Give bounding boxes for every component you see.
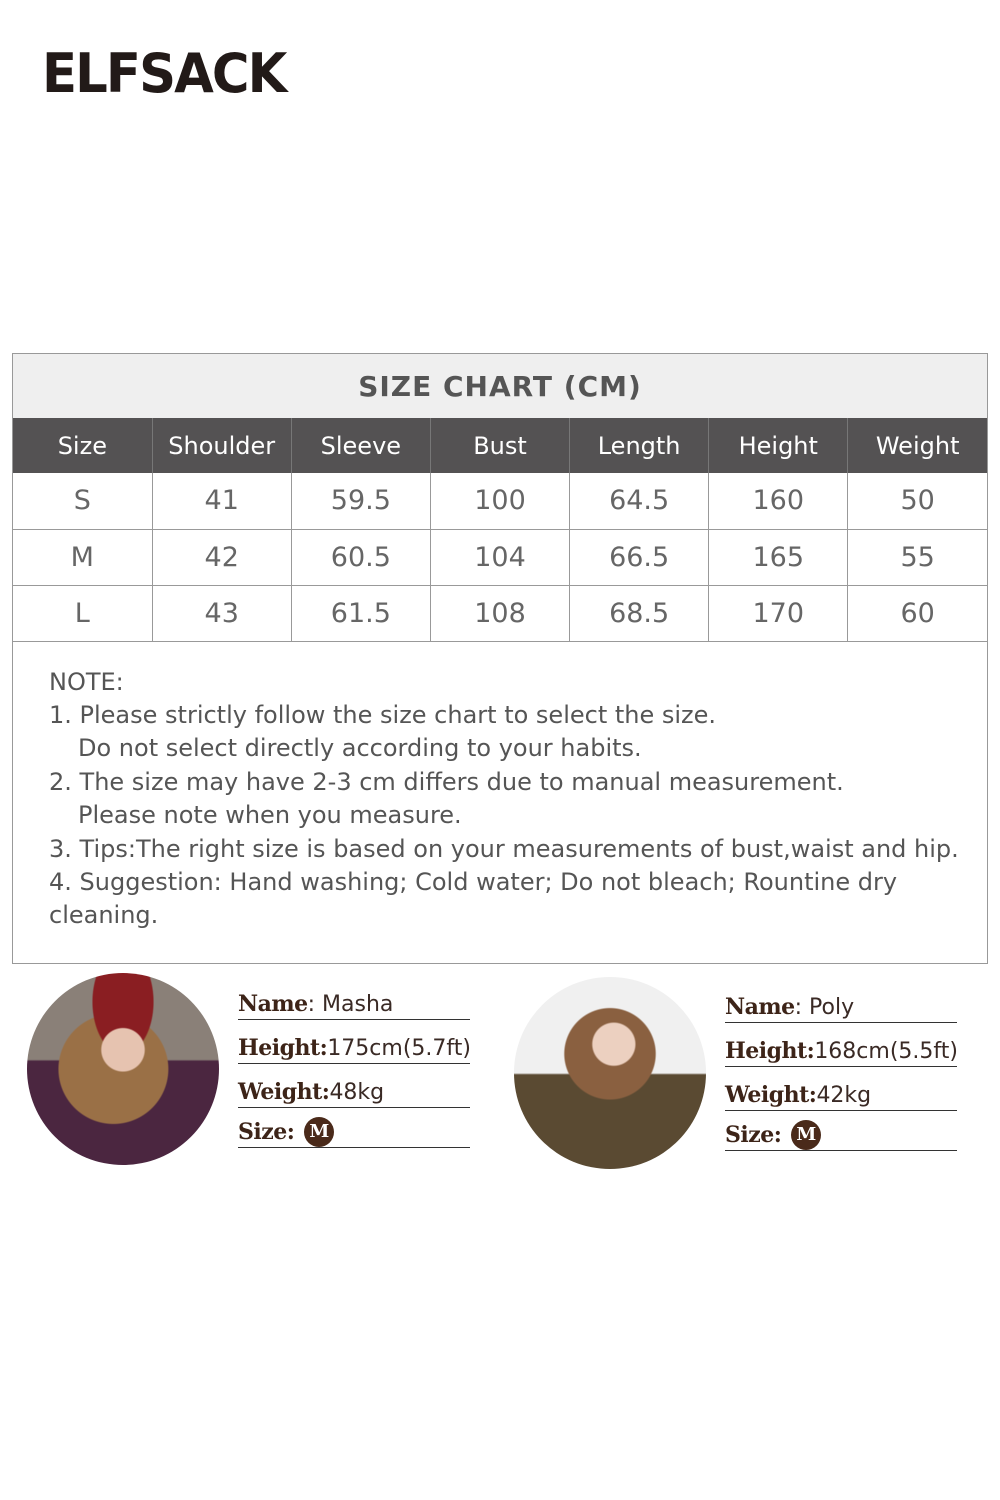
table-cell: 41 — [152, 473, 292, 530]
weight-value: 42kg — [816, 1083, 872, 1108]
note-line: 3. Tips:The right size is based on your … — [49, 834, 959, 863]
table-row: M 42 60.5 104 66.5 165 55 — [13, 529, 987, 586]
height-label: Height: — [238, 1035, 328, 1061]
table-cell: 108 — [430, 585, 571, 642]
column-header: Size — [13, 418, 153, 473]
size-label: Size: — [238, 1119, 295, 1145]
table-cell: 66.5 — [569, 529, 710, 586]
brand-logo: ELFSACK — [42, 42, 287, 105]
weight-label: Weight: — [238, 1079, 330, 1105]
size-chart-title: SIZE CHART (CM) — [13, 354, 987, 418]
note-line: 1. Please strictly follow the size chart… — [49, 700, 717, 729]
weight-value: 48kg — [329, 1080, 385, 1105]
table-cell: 50 — [847, 473, 987, 530]
column-header: Shoulder — [152, 418, 292, 473]
table-cell: 43 — [152, 585, 292, 642]
height-label: Height: — [725, 1038, 815, 1064]
table-cell: 160 — [708, 473, 849, 530]
note-section: NOTE: 1. Please strictly follow the size… — [13, 642, 987, 963]
size-chart: SIZE CHART (CM) Size Shoulder Sleeve Bus… — [12, 353, 988, 964]
table-cell: L — [13, 585, 153, 642]
column-header: Bust — [430, 418, 571, 473]
name-label: Name — [725, 994, 795, 1020]
column-header: Height — [708, 418, 849, 473]
table-cell: 61.5 — [291, 585, 431, 642]
table-cell: 60 — [847, 585, 987, 642]
table-cell: 104 — [430, 529, 571, 586]
model-photo-masha — [27, 973, 219, 1165]
name-value: : Masha — [307, 992, 394, 1017]
column-header: Sleeve — [291, 418, 431, 473]
table-cell: 68.5 — [569, 585, 710, 642]
size-table: Size Shoulder Sleeve Bust Length Height … — [13, 418, 987, 642]
table-cell: 60.5 — [291, 529, 431, 586]
table-cell: 100 — [430, 473, 571, 530]
model-photo-poly — [514, 977, 706, 1169]
model-info-poly: Name: Poly Height: 168cm(5.5ft) Weight: … — [725, 977, 958, 1151]
column-header: Length — [569, 418, 710, 473]
table-cell: 170 — [708, 585, 849, 642]
height-value: 168cm(5.5ft) — [814, 1039, 958, 1064]
note-line: Do not select directly according to your… — [78, 734, 642, 763]
column-header: Weight — [847, 418, 987, 473]
model-info-masha: Name: Masha Height: 175cm(5.7ft) Weight:… — [238, 974, 471, 1148]
height-value: 175cm(5.7ft) — [327, 1036, 471, 1061]
note-line: 4. Suggestion: Hand washing; Cold water;… — [49, 867, 898, 930]
table-row: S 41 59.5 100 64.5 160 50 — [13, 473, 987, 530]
note-title: NOTE: — [49, 667, 124, 696]
name-value: : Poly — [794, 995, 855, 1020]
table-cell: M — [13, 529, 153, 586]
note-line: 2. The size may have 2-3 cm differs due … — [49, 767, 844, 796]
weight-label: Weight: — [725, 1082, 817, 1108]
table-cell: 59.5 — [291, 473, 431, 530]
size-badge: M — [791, 1120, 822, 1150]
note-line: Please note when you measure. — [78, 801, 462, 830]
size-badge: M — [304, 1117, 335, 1147]
table-cell: 165 — [708, 529, 849, 586]
table-cell: 42 — [152, 529, 292, 586]
table-header: Size Shoulder Sleeve Bust Length Height … — [13, 418, 987, 473]
table-row: L 43 61.5 108 68.5 170 60 — [13, 585, 987, 642]
table-cell: S — [13, 473, 153, 530]
table-cell: 64.5 — [569, 473, 710, 530]
size-label: Size: — [725, 1122, 782, 1148]
name-label: Name — [238, 991, 308, 1017]
table-cell: 55 — [847, 529, 987, 586]
